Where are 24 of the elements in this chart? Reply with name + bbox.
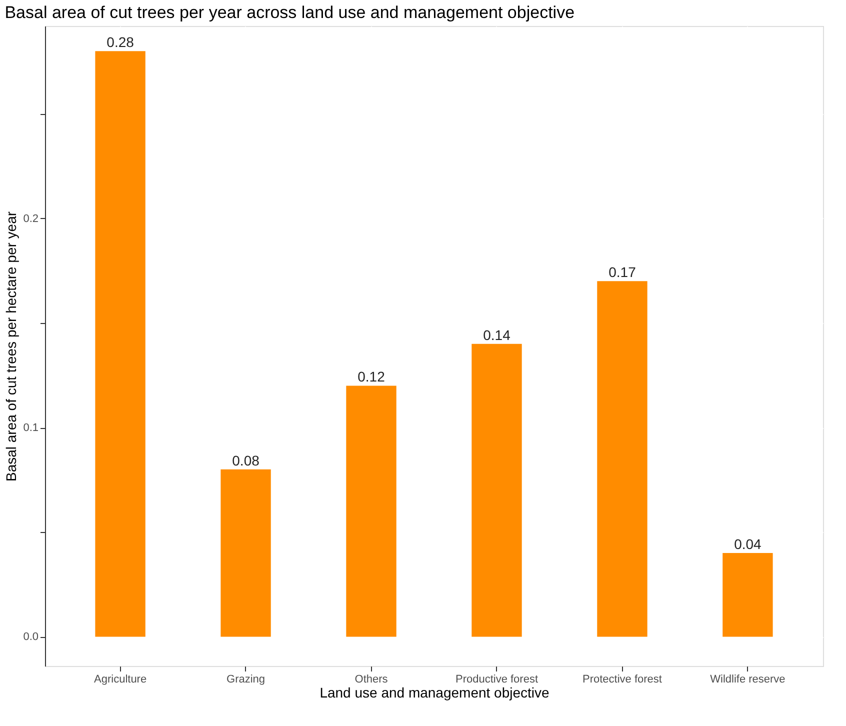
data-label: 0.14 [483, 326, 511, 343]
bar [722, 553, 773, 637]
x-tick-label: Productive forest [455, 674, 538, 686]
bar [95, 51, 146, 637]
x-tick-label: Grazing [226, 674, 266, 686]
x-tick-label: Agriculture [94, 674, 147, 686]
bar [597, 281, 648, 637]
data-label: 0.17 [608, 264, 636, 280]
bar [346, 386, 396, 637]
bar [220, 469, 271, 637]
x-tick-label: Protective forest [582, 674, 662, 686]
data-label: 0.28 [106, 34, 134, 50]
y-tick-label: 0.1 [23, 422, 38, 434]
y-axis-title: Basal area of cut trees per hectare per year [3, 211, 20, 482]
data-label: 0.08 [232, 452, 260, 468]
x-axis-title: Land use and management objective [320, 684, 550, 700]
data-label: 0.04 [734, 536, 762, 552]
data-label: 0.12 [358, 368, 386, 385]
x-tick-label: Others [354, 674, 388, 686]
y-tick-label: 0.0 [23, 631, 38, 644]
y-tick-label: 0.2 [23, 212, 38, 225]
bar [472, 344, 522, 637]
chart-title: Basal area of cut trees per year across land use and management objective [4, 3, 575, 22]
x-tick-label: Wildlife reserve [710, 674, 786, 686]
